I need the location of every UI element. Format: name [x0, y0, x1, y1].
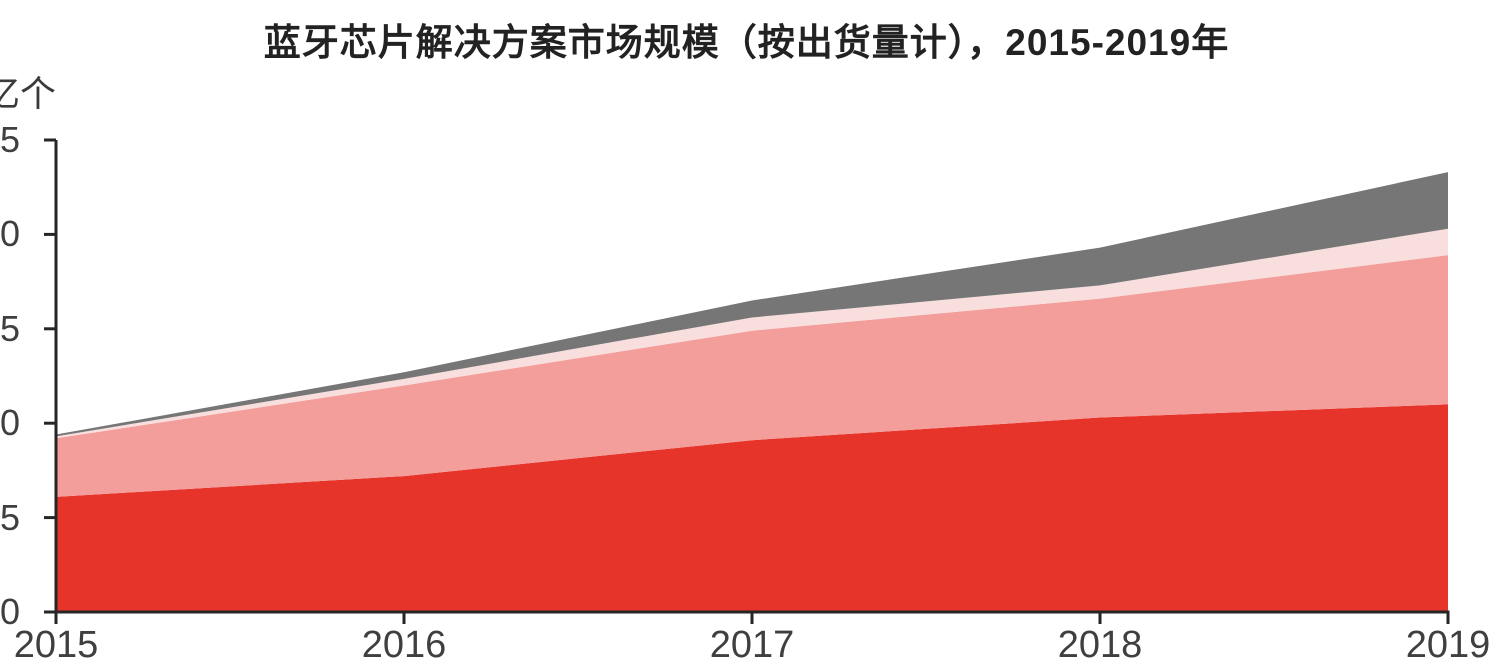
x-tick-label: 2018	[1057, 624, 1143, 666]
y-axis-unit-label: 亿个	[0, 73, 57, 114]
x-tick-label: 2017	[709, 624, 795, 666]
area-layer-2-salmon	[56, 255, 1448, 497]
y-tick-label: 5	[0, 496, 20, 538]
area-layer-1-red	[56, 404, 1448, 612]
x-tick-label: 2019	[1405, 624, 1491, 666]
area-layer-4-gray	[56, 172, 1448, 437]
chart-title: 蓝牙芯片解决方案市场规模（按出货量计），2015-2019年	[263, 22, 1230, 63]
y-tick-label: 0	[0, 591, 20, 632]
x-tick-label: 2016	[361, 624, 447, 666]
y-tick-label: 20	[0, 213, 20, 255]
x-tick-label: 2015	[13, 624, 99, 666]
y-tick-label: 15	[0, 307, 20, 349]
y-tick-label: 25	[0, 119, 20, 160]
y-tick-label: 10	[0, 402, 20, 444]
